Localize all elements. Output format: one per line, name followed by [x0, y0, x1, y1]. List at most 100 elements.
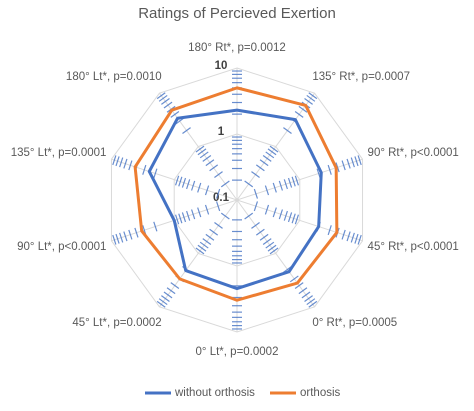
minor-tick	[265, 151, 275, 159]
minor-tick	[214, 222, 223, 229]
minor-tick	[123, 158, 128, 169]
minor-tick	[244, 180, 254, 188]
minor-tick	[253, 201, 259, 212]
minor-tick	[346, 231, 351, 242]
minor-tick	[327, 164, 332, 175]
minor-tick	[204, 185, 210, 196]
minor-tick	[197, 182, 202, 193]
category-label: 90° Rt*, p<0.0001	[368, 147, 459, 159]
minor-tick	[112, 155, 117, 166]
minor-tick	[170, 111, 180, 118]
category-label: 0° Lt*, p=0.0002	[196, 346, 279, 358]
tick-label: 1	[218, 126, 225, 138]
minor-tick	[298, 287, 308, 295]
minor-tick	[262, 238, 272, 245]
minor-tick	[163, 291, 173, 299]
tick-label: 0.1	[213, 192, 230, 204]
minor-tick	[267, 148, 277, 156]
minor-tick	[283, 179, 288, 190]
category-label: 180° Rt*, p=0.0012	[188, 42, 286, 54]
minor-tick	[174, 175, 180, 186]
minor-tick	[346, 158, 351, 169]
category-label: 90° Lt*, p<0.0001	[17, 241, 106, 253]
minor-tick	[350, 232, 355, 243]
minor-tick	[156, 92, 166, 100]
minor-tick	[264, 204, 270, 215]
minor-tick	[357, 155, 362, 166]
minor-tick	[262, 155, 272, 162]
minor-tick	[267, 244, 277, 252]
minor-tick	[259, 233, 269, 241]
minor-tick	[153, 168, 158, 179]
minor-tick	[181, 177, 187, 188]
minor-tick	[199, 241, 209, 249]
minor-tick	[220, 180, 230, 188]
minor-tick	[191, 180, 196, 191]
minor-tick	[272, 207, 277, 218]
category-label: 180° Lt*, p=0.0010	[66, 71, 162, 83]
minor-tick	[294, 282, 304, 289]
minor-tick	[255, 228, 265, 236]
minor-tick	[202, 155, 212, 162]
minor-tick	[291, 176, 296, 187]
minor-tick	[163, 101, 173, 109]
minor-tick	[166, 287, 176, 295]
minor-tick	[350, 157, 355, 168]
minor-tick	[278, 209, 283, 220]
legend-label: orthosis	[300, 387, 341, 399]
minor-tick	[308, 92, 318, 100]
minor-tick	[251, 222, 260, 229]
minor-tick	[191, 209, 196, 220]
minor-tick	[134, 227, 139, 238]
minor-tick	[327, 225, 332, 236]
minor-tick	[220, 212, 230, 220]
minor-tick	[215, 201, 221, 212]
minor-tick	[354, 233, 359, 244]
category-label: 135° Lt*, p=0.0001	[11, 147, 107, 159]
minor-tick	[205, 159, 215, 167]
minor-tick	[119, 157, 124, 168]
minor-tick	[253, 188, 259, 199]
minor-tick	[255, 164, 265, 172]
minor-tick	[182, 127, 191, 134]
minor-tick	[289, 275, 299, 283]
grid-ring	[110, 67, 364, 333]
minor-tick	[244, 212, 254, 220]
minor-tick	[251, 171, 260, 178]
minor-tick	[123, 231, 128, 242]
minor-tick	[153, 221, 158, 232]
minor-tick	[278, 180, 283, 191]
minor-tick	[283, 210, 288, 221]
minor-tick	[128, 229, 133, 240]
minor-tick	[156, 300, 166, 308]
minor-tick	[265, 241, 275, 249]
minor-tick	[291, 213, 296, 224]
chart-title: Ratings of Percieved Exertion	[138, 5, 336, 22]
minor-tick	[158, 94, 168, 102]
minor-tick	[209, 228, 219, 236]
minor-tick	[158, 298, 168, 306]
minor-tick	[287, 177, 293, 188]
minor-tick	[197, 207, 202, 218]
minor-tick	[170, 282, 180, 289]
minor-tick	[128, 160, 133, 171]
minor-tick	[199, 151, 209, 159]
minor-tick	[115, 233, 120, 244]
minor-tick	[301, 291, 311, 299]
minor-tick	[214, 171, 223, 178]
series-line	[133, 86, 339, 302]
minor-tick	[197, 244, 207, 252]
minor-tick	[215, 188, 221, 199]
minor-tick	[205, 233, 215, 241]
series-line	[147, 108, 323, 291]
minor-tick	[175, 117, 185, 125]
minor-tick	[115, 156, 120, 167]
minor-tick	[202, 238, 212, 245]
minor-tick	[197, 148, 207, 156]
minor-tick	[341, 229, 346, 240]
minor-tick	[209, 164, 219, 172]
minor-tick	[306, 94, 316, 102]
category-label: 45° Rt*, p<0.0001	[368, 241, 459, 253]
minor-tick	[269, 247, 279, 255]
